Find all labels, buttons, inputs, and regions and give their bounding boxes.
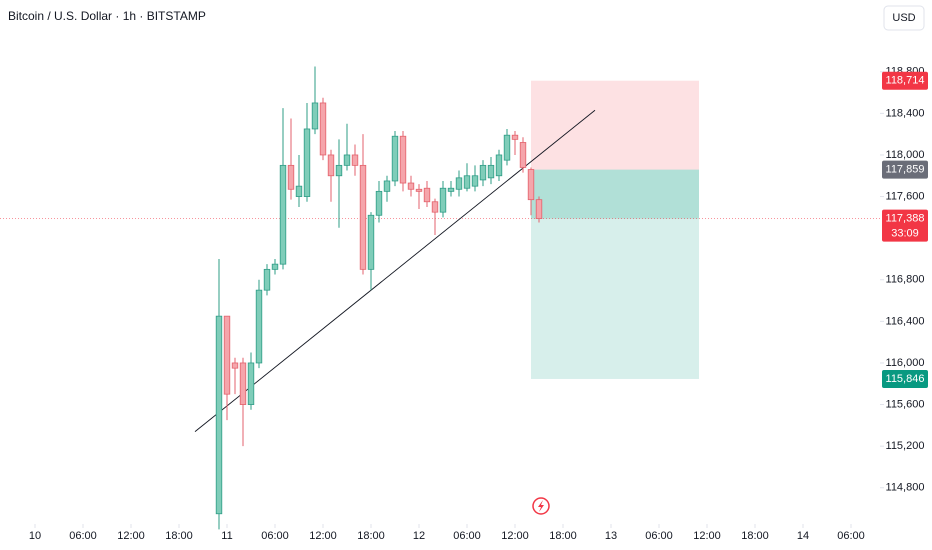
x-tick-label: 12 <box>413 530 425 542</box>
candle-body <box>303 128 311 197</box>
candle-body <box>247 362 255 405</box>
target-zone <box>531 80 699 170</box>
candle-body <box>479 164 487 181</box>
candle-body <box>287 164 295 190</box>
candle-body <box>375 190 383 216</box>
x-tick-label: 18:00 <box>165 530 193 542</box>
x-tick-label: 10 <box>29 530 41 542</box>
candle-body <box>439 187 447 213</box>
candle-body <box>463 175 471 189</box>
y-tick-label: 115,200 <box>886 440 925 452</box>
entry-badge <box>882 160 928 179</box>
candle-body <box>367 214 375 270</box>
candle-body <box>215 315 223 515</box>
x-tick-label: 06:00 <box>837 530 865 542</box>
countdown: 33:09 <box>891 228 919 240</box>
candle-body <box>271 263 279 270</box>
candle-body <box>415 188 423 192</box>
candle-body <box>511 134 519 140</box>
target-label: 118,714 <box>886 75 925 87</box>
x-tick-label: 06:00 <box>69 530 97 542</box>
candle-body <box>447 187 455 192</box>
x-tick-label: 11 <box>221 530 232 542</box>
y-tick-label: 117,600 <box>886 190 925 202</box>
stop-badge <box>882 369 928 388</box>
candle-body <box>383 180 391 192</box>
currency-button[interactable] <box>883 5 925 31</box>
candle-body <box>431 201 439 213</box>
candle-body <box>263 268 271 291</box>
y-tick-label: 118,000 <box>886 149 925 161</box>
x-tick-label: 12:00 <box>501 530 529 542</box>
y-tick-label: 116,400 <box>886 315 925 327</box>
trendline <box>194 109 596 432</box>
x-tick-label: 06:00 <box>645 530 673 542</box>
candle-body <box>311 102 319 130</box>
y-tick-label: 118,400 <box>886 107 925 119</box>
candle-body <box>495 154 503 177</box>
candle-body <box>391 135 399 182</box>
candle-body <box>399 135 407 184</box>
candle-body <box>327 154 335 177</box>
candle-body <box>319 102 327 156</box>
x-tick-label: 12:00 <box>309 530 337 542</box>
x-tick-label: 18:00 <box>549 530 577 542</box>
candle-body <box>351 154 359 166</box>
y-tick-label: 116,000 <box>886 357 925 369</box>
candle-body <box>359 164 367 270</box>
x-tick-label: 18:00 <box>357 530 385 542</box>
x-tick-label: 12:00 <box>693 530 721 542</box>
candle-body <box>255 289 263 364</box>
candle-body <box>535 199 543 220</box>
candle-body <box>295 185 303 197</box>
stop-zone <box>531 169 699 379</box>
candle-body <box>231 362 239 369</box>
candle-body <box>487 164 495 179</box>
candle-body <box>471 175 479 187</box>
candle-body <box>279 164 287 265</box>
x-tick-label: 12:00 <box>117 530 145 542</box>
chart-title: Bitcoin / U.S. Dollar · 1h · BITSTAMP <box>8 9 206 23</box>
candle-body <box>239 362 247 405</box>
y-tick-label: 116,800 <box>886 274 925 286</box>
candle-body <box>527 169 535 201</box>
candle-body <box>503 134 511 161</box>
x-tick-label: 06:00 <box>261 530 289 542</box>
candle-body <box>407 182 415 190</box>
candle-body <box>423 187 431 203</box>
x-tick-label: 06:00 <box>453 530 481 542</box>
candle-body <box>519 142 527 168</box>
candle-body <box>335 164 343 177</box>
candle-body <box>343 154 351 166</box>
last-price-badge <box>882 209 928 242</box>
currency-label[interactable]: USD <box>892 12 915 24</box>
x-tick-label: 13 <box>605 530 617 542</box>
stop-label: 115,846 <box>886 373 925 385</box>
open-pnl-zone <box>531 169 699 219</box>
y-tick-label: 114,800 <box>886 482 925 494</box>
candle-body <box>455 177 463 190</box>
last-price-label: 117,388 <box>886 213 925 225</box>
lightning-icon[interactable] <box>532 497 550 515</box>
candle-body <box>223 315 231 395</box>
target-badge <box>882 71 928 90</box>
entry-label: 117,859 <box>886 164 925 176</box>
x-tick-label: 18:00 <box>741 530 769 542</box>
y-tick-label: 115,600 <box>886 398 925 410</box>
x-tick-label: 14 <box>797 530 809 542</box>
